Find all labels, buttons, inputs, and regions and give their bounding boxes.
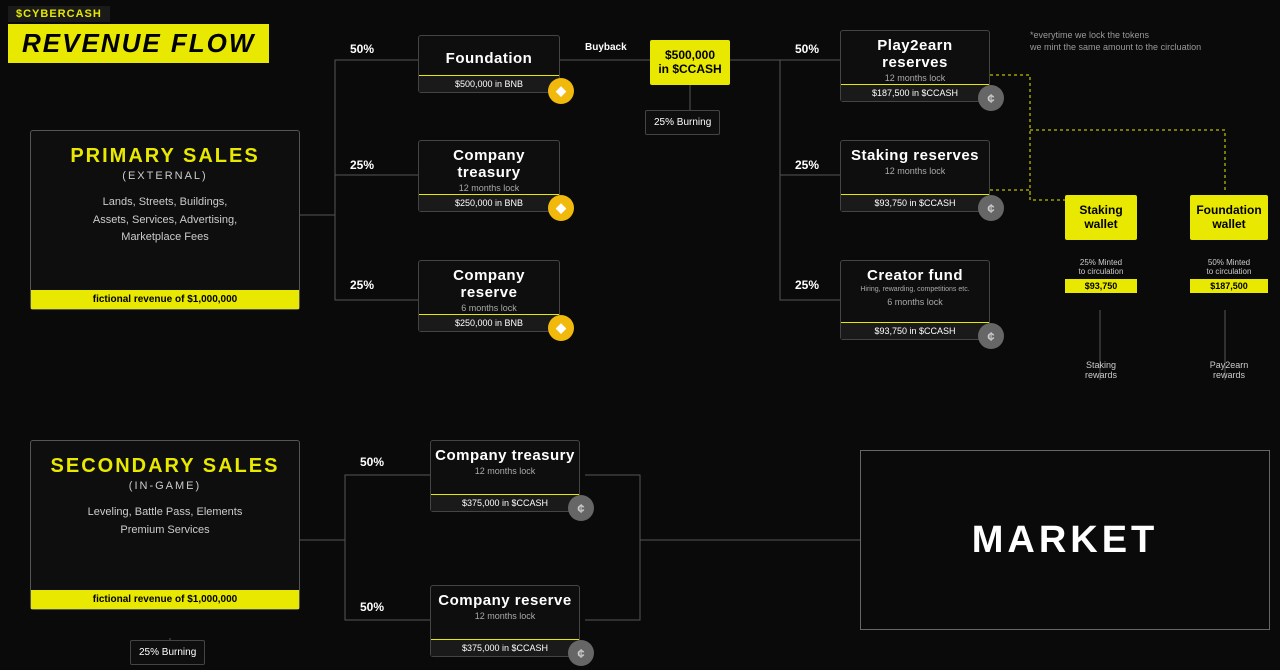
reserve2-box: Company reserve 12 months lock $375,000 … bbox=[430, 585, 580, 657]
treasury1-title: Company treasury bbox=[419, 141, 559, 183]
creator-title: Creator fund bbox=[841, 261, 989, 286]
ccash-icon: ¢ bbox=[568, 495, 594, 521]
staking-sub: 12 months lock bbox=[841, 166, 989, 180]
primary-bar: fictional revenue of $1,000,000 bbox=[31, 290, 299, 309]
p2e-box: Play2earn reserves 12 months lock $187,5… bbox=[840, 30, 990, 102]
ccash-icon: ¢ bbox=[978, 195, 1004, 221]
pct-50-treasury2: 50% bbox=[360, 455, 384, 469]
p2e-bar: $187,500 in $CCASH bbox=[841, 84, 989, 101]
header-tag: $CYBERCASH bbox=[8, 6, 110, 22]
secondary-sub: (IN-GAME) bbox=[41, 480, 289, 492]
pct-50-p2e: 50% bbox=[795, 42, 819, 56]
creator-sub: Hiring, rewarding, competitions etc. bbox=[841, 286, 989, 297]
staking-box: Staking reserves 12 months lock $93,750 … bbox=[840, 140, 990, 212]
wallet2-amt: $187,500 bbox=[1190, 279, 1268, 293]
header-title: REVENUE FLOW bbox=[8, 24, 269, 63]
treasury2-title: Company treasury bbox=[431, 441, 579, 466]
foundation-box: Foundation $500,000 in BNB bbox=[418, 35, 560, 93]
reserve1-box: Company reserve 6 months lock $250,000 i… bbox=[418, 260, 560, 332]
ccash-icon: ¢ bbox=[568, 640, 594, 666]
reserve2-sub: 12 months lock bbox=[431, 611, 579, 625]
buyback-label: Buyback bbox=[585, 42, 627, 53]
primary-desc: Lands, Streets, Buildings, Assets, Servi… bbox=[41, 194, 289, 247]
treasury1-box: Company treasury 12 months lock $250,000… bbox=[418, 140, 560, 212]
foundation-bar: $500,000 in BNB bbox=[419, 75, 559, 92]
creator-bar: $93,750 in $CCASH bbox=[841, 322, 989, 339]
secondary-desc: Leveling, Battle Pass, Elements Premium … bbox=[41, 504, 289, 539]
pct-25-treasury: 25% bbox=[350, 158, 374, 172]
wallet2-out: Pay2earn rewards bbox=[1194, 360, 1264, 380]
burn-2: 25% Burning bbox=[130, 640, 205, 665]
primary-sales-box: PRIMARY SALES (EXTERNAL) Lands, Streets,… bbox=[30, 130, 300, 310]
bnb-icon: ◆ bbox=[548, 78, 574, 104]
bnb-icon: ◆ bbox=[548, 315, 574, 341]
wallet1-out: Staking rewards bbox=[1066, 360, 1136, 380]
market-box: MARKET bbox=[860, 450, 1270, 630]
wallet1-sub: 25% Minted to circulation bbox=[1065, 258, 1137, 276]
burn-1: 25% Burning bbox=[645, 110, 720, 135]
foundation-wallet-info: 50% Minted to circulation $187,500 bbox=[1190, 255, 1268, 293]
note-text: *everytime we lock the tokens we mint th… bbox=[1030, 30, 1201, 53]
staking-wallet: Staking wallet bbox=[1065, 195, 1137, 240]
treasury2-sub: 12 months lock bbox=[431, 466, 579, 480]
creator-sub2: 6 months lock bbox=[841, 297, 989, 311]
pct-50-foundation: 50% bbox=[350, 42, 374, 56]
creator-box: Creator fund Hiring, rewarding, competit… bbox=[840, 260, 990, 340]
treasury2-bar: $375,000 in $CCASH bbox=[431, 494, 579, 511]
treasury2-box: Company treasury 12 months lock $375,000… bbox=[430, 440, 580, 512]
pct-25-staking: 25% bbox=[795, 158, 819, 172]
foundation-title: Foundation bbox=[419, 36, 559, 69]
staking-title: Staking reserves bbox=[841, 141, 989, 166]
treasury1-bar: $250,000 in BNB bbox=[419, 194, 559, 211]
reserve2-bar: $375,000 in $CCASH bbox=[431, 639, 579, 656]
wallet2-sub: 50% Minted to circulation bbox=[1190, 258, 1268, 276]
ccash-icon: ¢ bbox=[978, 85, 1004, 111]
reserve1-title: Company reserve bbox=[419, 261, 559, 303]
secondary-sales-box: SECONDARY SALES (IN-GAME) Leveling, Batt… bbox=[30, 440, 300, 610]
secondary-title: SECONDARY SALES bbox=[41, 455, 289, 478]
staking-wallet-info: 25% Minted to circulation $93,750 bbox=[1065, 255, 1137, 293]
bnb-icon: ◆ bbox=[548, 195, 574, 221]
primary-sub: (EXTERNAL) bbox=[41, 170, 289, 182]
pct-25-reserve: 25% bbox=[350, 278, 374, 292]
pct-50-reserve2: 50% bbox=[360, 600, 384, 614]
staking-bar: $93,750 in $CCASH bbox=[841, 194, 989, 211]
buyback-box: $500,000 in $CCASH bbox=[650, 40, 730, 85]
reserve1-bar: $250,000 in BNB bbox=[419, 314, 559, 331]
reserve2-title: Company reserve bbox=[431, 586, 579, 611]
wallet1-amt: $93,750 bbox=[1065, 279, 1137, 293]
pct-25-creator: 25% bbox=[795, 278, 819, 292]
secondary-bar: fictional revenue of $1,000,000 bbox=[31, 590, 299, 609]
ccash-icon: ¢ bbox=[978, 323, 1004, 349]
primary-title: PRIMARY SALES bbox=[41, 145, 289, 168]
p2e-title: Play2earn reserves bbox=[841, 31, 989, 73]
foundation-wallet: Foundation wallet bbox=[1190, 195, 1268, 240]
